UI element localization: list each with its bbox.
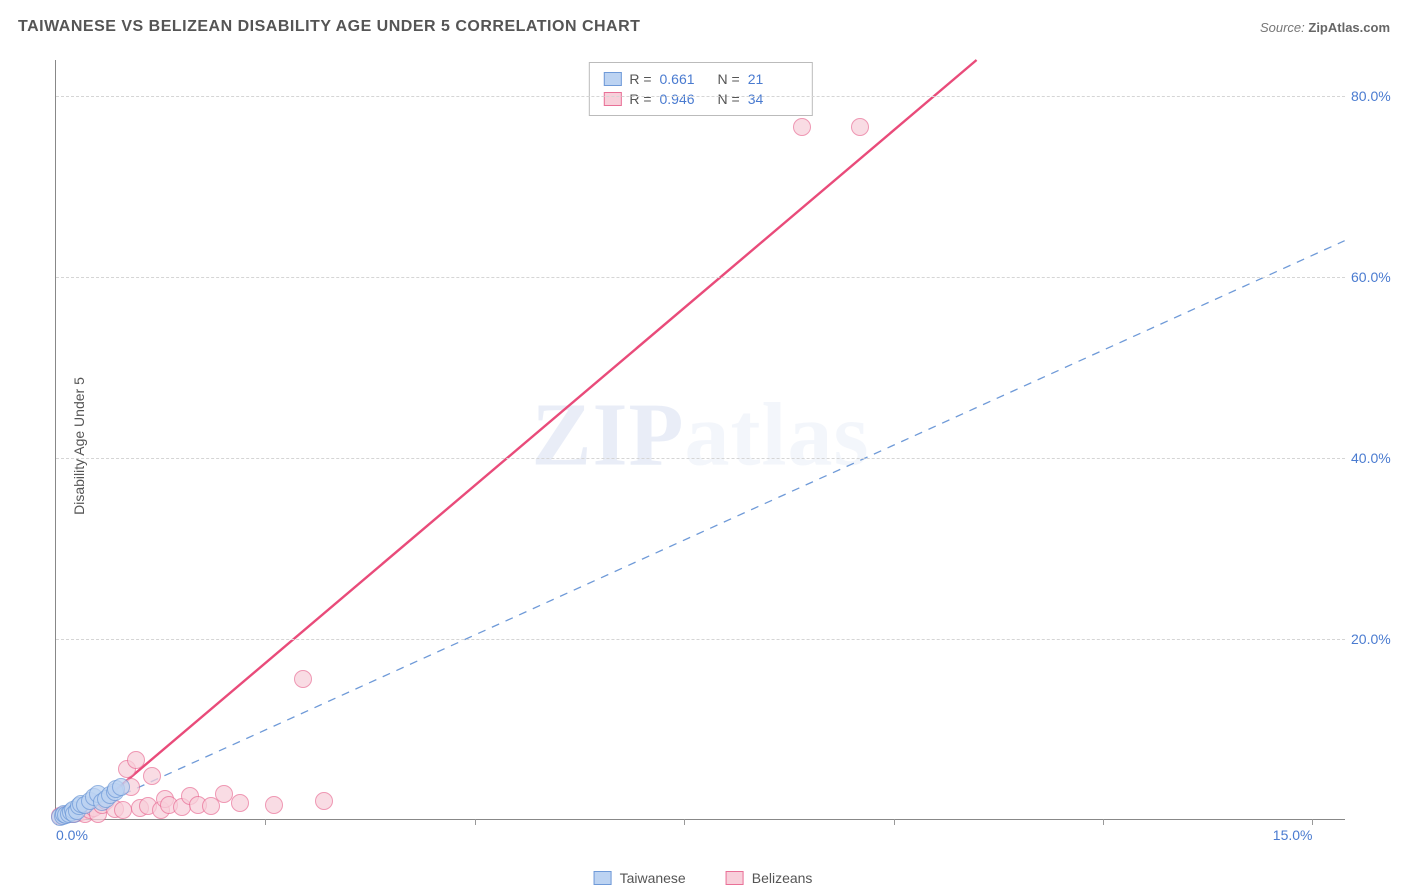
legend-item: Belizeans <box>726 870 813 886</box>
legend-swatch <box>594 871 612 885</box>
watermark-atlas: atlas <box>685 385 870 484</box>
data-point-belizeans <box>294 670 312 688</box>
x-tick-mark <box>475 819 476 825</box>
data-point-belizeans <box>215 785 233 803</box>
r-label: R = <box>629 91 651 107</box>
r-value: 0.661 <box>660 71 710 87</box>
x-tick-mark <box>894 819 895 825</box>
y-tick-label: 40.0% <box>1351 450 1406 466</box>
x-tick-mark <box>684 819 685 825</box>
trend-line <box>69 241 1345 819</box>
data-point-belizeans <box>851 118 869 136</box>
data-point-belizeans <box>127 751 145 769</box>
stats-row: R = 0.946 N = 34 <box>603 89 797 109</box>
stats-legend-box: R = 0.661 N = 21 R = 0.946 N = 34 <box>588 62 812 116</box>
data-point-belizeans <box>231 794 249 812</box>
y-tick-label: 80.0% <box>1351 88 1406 104</box>
x-tick-label: 0.0% <box>56 827 88 843</box>
source-name: ZipAtlas.com <box>1308 20 1390 35</box>
r-label: R = <box>629 71 651 87</box>
data-point-belizeans <box>265 796 283 814</box>
legend-label: Belizeans <box>752 870 813 886</box>
data-point-taiwanese <box>112 778 130 796</box>
x-tick-mark <box>265 819 266 825</box>
source-attribution: Source: ZipAtlas.com <box>1260 20 1390 35</box>
trend-lines-layer <box>56 60 1345 819</box>
legend-item: Taiwanese <box>594 870 686 886</box>
watermark-zip: ZIP <box>531 385 684 484</box>
gridline-h <box>56 277 1345 278</box>
stats-row: R = 0.661 N = 21 <box>603 69 797 89</box>
source-prefix: Source: <box>1260 20 1308 35</box>
x-tick-mark <box>1312 819 1313 825</box>
y-tick-label: 20.0% <box>1351 631 1406 647</box>
chart-title: TAIWANESE VS BELIZEAN DISABILITY AGE UND… <box>18 18 640 36</box>
data-point-belizeans <box>114 801 132 819</box>
n-value: 21 <box>748 71 798 87</box>
r-value: 0.946 <box>660 91 710 107</box>
legend-swatch <box>603 92 621 106</box>
legend-swatch <box>603 72 621 86</box>
watermark: ZIPatlas <box>531 383 869 486</box>
n-label: N = <box>718 91 740 107</box>
data-point-belizeans <box>143 767 161 785</box>
legend-label: Taiwanese <box>620 870 686 886</box>
n-label: N = <box>718 71 740 87</box>
trend-line <box>81 60 976 819</box>
legend-swatch <box>726 871 744 885</box>
data-point-belizeans <box>793 118 811 136</box>
bottom-legend: Taiwanese Belizeans <box>594 870 813 886</box>
plot-area: ZIPatlas R =0.661N =21R =0.946N =34 20.0… <box>55 60 1345 820</box>
x-tick-label: 15.0% <box>1273 827 1313 843</box>
gridline-h <box>56 96 1345 97</box>
x-tick-mark <box>1103 819 1104 825</box>
gridline-h <box>56 458 1345 459</box>
n-value: 34 <box>748 91 798 107</box>
gridline-h <box>56 639 1345 640</box>
data-point-belizeans <box>315 792 333 810</box>
y-tick-label: 60.0% <box>1351 269 1406 285</box>
